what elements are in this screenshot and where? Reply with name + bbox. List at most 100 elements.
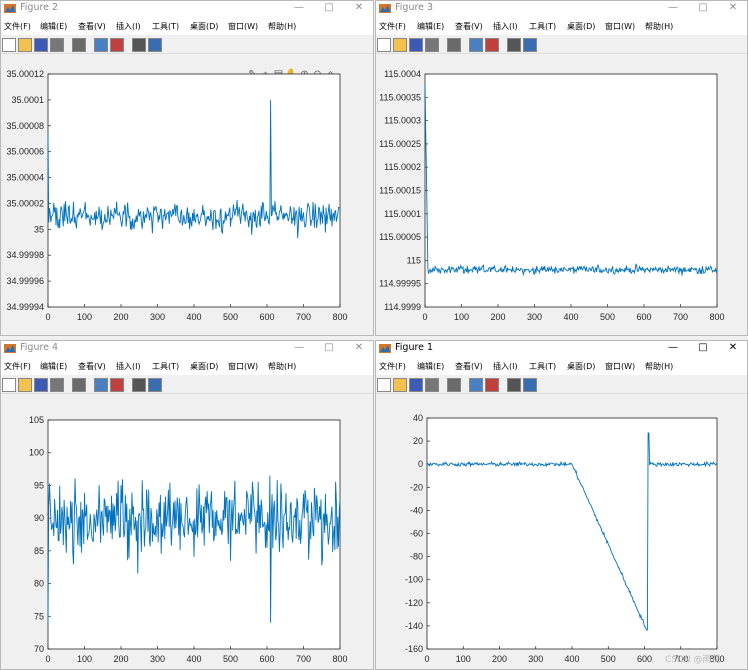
- new-file-icon[interactable]: [377, 378, 391, 392]
- menu-help[interactable]: 帮助(H): [268, 22, 297, 31]
- property-icon[interactable]: [148, 38, 162, 52]
- menu-help[interactable]: 帮助(H): [645, 362, 674, 371]
- minimize-button[interactable]: —: [668, 2, 678, 13]
- insert-legend-icon[interactable]: [485, 378, 499, 392]
- link-icon[interactable]: [447, 38, 461, 52]
- menu-view[interactable]: 查看(V): [78, 22, 106, 31]
- pointer-icon[interactable]: [132, 38, 146, 52]
- maximize-button[interactable]: □: [698, 2, 708, 13]
- menu-desktop[interactable]: 桌面(D): [567, 22, 596, 31]
- link-icon[interactable]: [72, 38, 86, 52]
- new-file-icon[interactable]: [2, 38, 16, 52]
- y-tick-label: 34.99998: [6, 250, 44, 260]
- insert-colorbar-icon[interactable]: [469, 38, 483, 52]
- menu-tools[interactable]: 工具(T): [152, 22, 180, 31]
- title-bar[interactable]: Figure 1 — □ ✕: [375, 340, 748, 357]
- menu-view[interactable]: 查看(V): [78, 362, 106, 371]
- close-button[interactable]: ✕: [728, 2, 738, 13]
- menu-file[interactable]: 文件(F): [4, 362, 31, 371]
- menu-view[interactable]: 查看(V): [455, 362, 483, 371]
- plot-area[interactable]: 0 100 200 300 400 500 600 700 800 114.9999 114.999…: [375, 0, 748, 336]
- pointer-icon[interactable]: [507, 378, 521, 392]
- menu-window[interactable]: 窗口(W): [605, 22, 636, 31]
- menu-tools[interactable]: 工具(T): [529, 22, 557, 31]
- menu-insert[interactable]: 插入(I): [116, 22, 141, 31]
- property-icon[interactable]: [523, 38, 537, 52]
- open-folder-icon[interactable]: [18, 38, 32, 52]
- new-file-icon[interactable]: [2, 378, 16, 392]
- minimize-button[interactable]: —: [294, 342, 304, 353]
- x-tick-label: 200: [492, 654, 507, 664]
- menu-file[interactable]: 文件(F): [4, 22, 31, 31]
- title-bar[interactable]: Figure 3 — □ ✕: [375, 0, 748, 17]
- y-tick-label: 115.0004: [384, 69, 421, 79]
- minimize-button[interactable]: —: [294, 2, 304, 13]
- open-folder-icon[interactable]: [393, 38, 407, 52]
- x-tick-label: 500: [601, 654, 616, 664]
- plot-area[interactable]: 0 100 200 300 400 500 600 700 800-160-140-120-10…: [375, 340, 748, 670]
- close-button[interactable]: ✕: [354, 2, 364, 13]
- insert-legend-icon[interactable]: [110, 38, 124, 52]
- menu-desktop[interactable]: 桌面(D): [567, 362, 596, 371]
- print-icon[interactable]: [50, 38, 64, 52]
- menu-file[interactable]: 文件(F): [379, 22, 406, 31]
- axes-box: [426, 417, 718, 650]
- print-icon[interactable]: [425, 378, 439, 392]
- x-tick-label: 0: [424, 654, 429, 664]
- plot-area[interactable]: 0 100 200 300 400 500 600 700 800 70 75 80 85 90 95 100…: [0, 340, 374, 670]
- y-tick-label: 100: [29, 448, 44, 458]
- menu-desktop[interactable]: 桌面(D): [190, 362, 219, 371]
- menu-insert[interactable]: 插入(I): [493, 362, 518, 371]
- insert-colorbar-icon[interactable]: [469, 378, 483, 392]
- menu-edit[interactable]: 编辑(E): [417, 362, 445, 371]
- open-folder-icon[interactable]: [393, 378, 407, 392]
- menu-file[interactable]: 文件(F): [379, 362, 406, 371]
- pointer-icon[interactable]: [507, 38, 521, 52]
- menu-insert[interactable]: 插入(I): [116, 362, 141, 371]
- maximize-button[interactable]: □: [324, 2, 334, 13]
- figure-window-3: Figure 3 — □ ✕ 文件(F) 编辑(E) 查看(V) 插入(I) 工…: [375, 0, 748, 336]
- save-icon[interactable]: [409, 38, 423, 52]
- print-icon[interactable]: [50, 378, 64, 392]
- insert-legend-icon[interactable]: [110, 378, 124, 392]
- title-bar[interactable]: Figure 2 — □ ✕: [0, 0, 374, 17]
- minimize-button[interactable]: —: [668, 342, 678, 353]
- insert-colorbar-icon[interactable]: [94, 378, 108, 392]
- menu-window[interactable]: 窗口(W): [228, 362, 259, 371]
- title-bar[interactable]: Figure 4 — □ ✕: [0, 340, 374, 357]
- open-folder-icon[interactable]: [18, 378, 32, 392]
- menu-window[interactable]: 窗口(W): [228, 22, 259, 31]
- insert-legend-icon[interactable]: [485, 38, 499, 52]
- save-icon[interactable]: [409, 378, 423, 392]
- save-icon[interactable]: [34, 38, 48, 52]
- property-icon[interactable]: [523, 378, 537, 392]
- menu-tools[interactable]: 工具(T): [152, 362, 180, 371]
- menu-desktop[interactable]: 桌面(D): [190, 22, 219, 31]
- close-button[interactable]: ✕: [728, 342, 738, 353]
- y-tick-label: 34.99994: [6, 302, 44, 312]
- link-icon[interactable]: [447, 378, 461, 392]
- menu-insert[interactable]: 插入(I): [493, 22, 518, 31]
- menu-edit[interactable]: 编辑(E): [417, 22, 445, 31]
- close-button[interactable]: ✕: [354, 342, 364, 353]
- maximize-button[interactable]: □: [324, 342, 334, 353]
- menu-window[interactable]: 窗口(W): [605, 362, 636, 371]
- plot-area[interactable]: 0 100 200 300 400 500 600 700 800 34.99994 34.9999…: [0, 0, 374, 336]
- y-tick-label: 35: [34, 224, 44, 234]
- property-icon[interactable]: [148, 378, 162, 392]
- link-icon[interactable]: [72, 378, 86, 392]
- menu-tools[interactable]: 工具(T): [529, 362, 557, 371]
- x-tick-label: 700: [296, 654, 311, 664]
- menu-help[interactable]: 帮助(H): [645, 22, 674, 31]
- new-file-icon[interactable]: [377, 38, 391, 52]
- menu-edit[interactable]: 编辑(E): [40, 362, 68, 371]
- menu-edit[interactable]: 编辑(E): [40, 22, 68, 31]
- y-tick-label: 114.99995: [379, 279, 421, 289]
- menu-help[interactable]: 帮助(H): [268, 362, 297, 371]
- print-icon[interactable]: [425, 38, 439, 52]
- pointer-icon[interactable]: [132, 378, 146, 392]
- insert-colorbar-icon[interactable]: [94, 38, 108, 52]
- menu-view[interactable]: 查看(V): [455, 22, 483, 31]
- save-icon[interactable]: [34, 378, 48, 392]
- maximize-button[interactable]: □: [698, 342, 708, 353]
